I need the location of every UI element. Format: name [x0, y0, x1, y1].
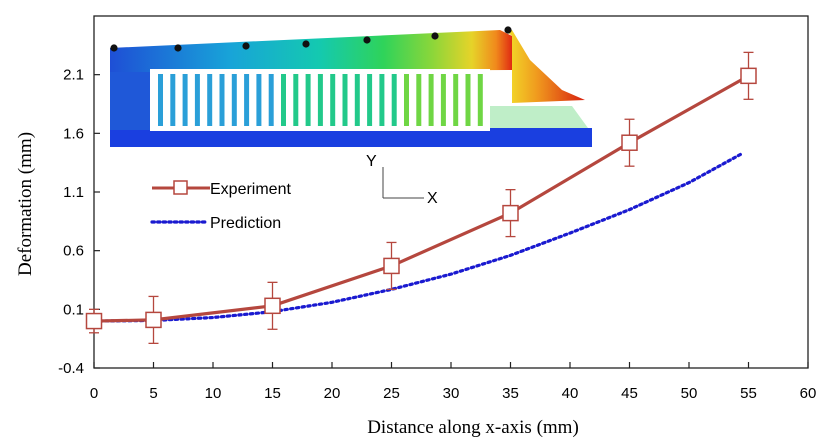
y-tick-label: 1.6 [63, 125, 84, 142]
x-tick-label: 50 [681, 385, 698, 402]
inset-fin [477, 74, 483, 126]
inset-measure-point [363, 36, 371, 44]
data-point-experiment [85, 312, 103, 330]
inset-fin [379, 74, 385, 126]
inset-fin [317, 74, 323, 126]
x-tick-label: 25 [383, 385, 400, 402]
inset-fin [367, 74, 373, 126]
inset-fin [330, 74, 336, 126]
inset-deformed-tip [505, 30, 585, 103]
inset-measure-point [174, 44, 182, 52]
x-tick-label: 55 [740, 385, 757, 402]
inset-fin [416, 74, 422, 126]
inset-fin [428, 74, 434, 126]
inset-y-label: Y [366, 153, 377, 170]
y-tick-label: -0.4 [58, 360, 84, 377]
inset-base-bar [110, 128, 592, 147]
inset-fin [244, 74, 250, 126]
series-line-prediction [92, 151, 745, 323]
inset-fin [404, 74, 409, 126]
inset-fin [342, 74, 348, 126]
inset-measure-point [431, 32, 439, 40]
x-tick-label: 40 [562, 385, 579, 402]
inset-fin [194, 74, 200, 126]
inset-fin [170, 74, 176, 126]
data-point-experiment [145, 311, 162, 329]
x-tick-label: 20 [324, 385, 341, 402]
inset-fin [207, 74, 213, 126]
inset-fea-image: Y X [110, 26, 592, 207]
inset-fin [354, 74, 360, 126]
x-tick-label: 60 [800, 385, 817, 402]
inset-fin [182, 74, 188, 126]
inset-fin [391, 74, 397, 126]
x-tick-label: 35 [502, 385, 519, 402]
y-tick-label: 0.6 [63, 243, 84, 260]
legend-experiment-marker [173, 180, 188, 195]
x-tick-label: 0 [90, 385, 98, 402]
inset-top-beam [110, 30, 512, 72]
inset-measure-point [110, 44, 118, 52]
inset-measure-point [242, 42, 250, 50]
data-point-experiment [502, 204, 519, 222]
legend: Experiment Prediction [150, 180, 291, 232]
x-tick-label: 30 [443, 385, 460, 402]
x-axis-title: Distance along x-axis (mm) [367, 417, 579, 438]
inset-measure-point [504, 26, 512, 34]
inset-fin [231, 74, 237, 126]
inset-fin [440, 74, 446, 126]
data-point-experiment [740, 67, 757, 85]
x-tick-label: 5 [149, 385, 157, 402]
x-tick-label: 10 [205, 385, 222, 402]
y-tick-label: 1.1 [63, 184, 84, 201]
inset-measure-point [302, 40, 310, 48]
y-axis-title: Deformation (mm) [15, 132, 36, 276]
inset-x-label: X [427, 190, 438, 207]
data-point-experiment [264, 297, 281, 315]
inset-fin [268, 74, 274, 126]
data-point-experiment [383, 257, 400, 275]
inset-undeformed-outline [490, 106, 588, 128]
legend-prediction-label: Prediction [210, 215, 281, 232]
inset-fin [305, 74, 311, 126]
y-tick-label: 0.1 [63, 301, 84, 318]
legend-experiment-label: Experiment [210, 181, 291, 198]
inset-fin [293, 74, 299, 126]
inset-fin [256, 74, 262, 126]
inset-fin [158, 74, 163, 126]
inset-fin [453, 74, 459, 126]
inset-fin [281, 74, 286, 126]
x-tick-label: 45 [621, 385, 638, 402]
inset-fin [465, 74, 471, 126]
inset-fin [219, 74, 225, 126]
data-point-experiment [621, 134, 638, 151]
x-tick-label: 15 [264, 385, 281, 402]
y-tick-label: 2.1 [63, 67, 84, 84]
